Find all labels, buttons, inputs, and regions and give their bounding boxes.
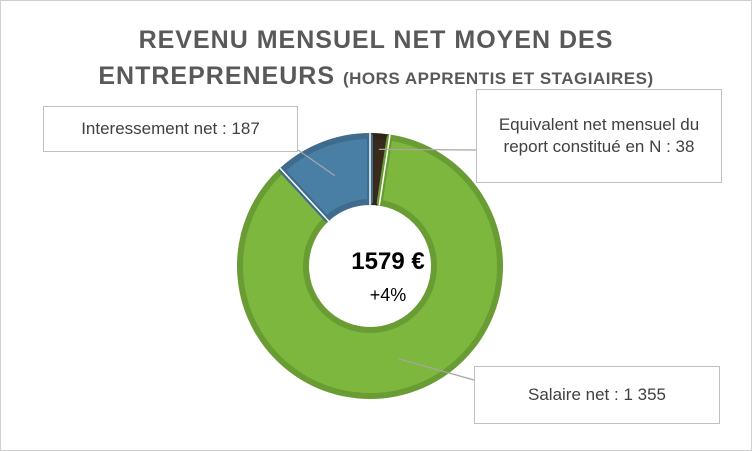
- slice-separator: [378, 134, 391, 206]
- slice-separator: [279, 167, 330, 222]
- leader-lines: [297, 148, 477, 381]
- data-label-salaire: Salaire net : 1 355: [474, 366, 720, 424]
- leader-line-salaire: [398, 358, 475, 381]
- data-label-interessement: Interessement net : 187: [43, 106, 298, 152]
- chart-title: REVENU MENSUEL NET MOYEN DES ENTREPRENEU…: [0, 22, 752, 97]
- donut-slices: [237, 133, 503, 399]
- chart-title-line2: ENTREPRENEURS (HORS APPRENTIS ET STAGIAI…: [0, 58, 752, 97]
- donut-center-change: +4%: [369, 285, 407, 305]
- donut-center-total: 1579 €: [351, 248, 425, 275]
- slice-salaire: [237, 134, 503, 399]
- data-label-report: Equivalent net mensuel du report constit…: [476, 89, 722, 183]
- leader-line-interessement: [297, 149, 336, 177]
- chart-title-sub: (HORS APPRENTIS ET STAGIAIRES): [342, 69, 654, 88]
- leader-line-report: [378, 148, 477, 151]
- chart-title-main: ENTREPRENEURS: [98, 62, 336, 90]
- chart-title-line1: REVENU MENSUEL NET MOYEN DES: [138, 26, 614, 54]
